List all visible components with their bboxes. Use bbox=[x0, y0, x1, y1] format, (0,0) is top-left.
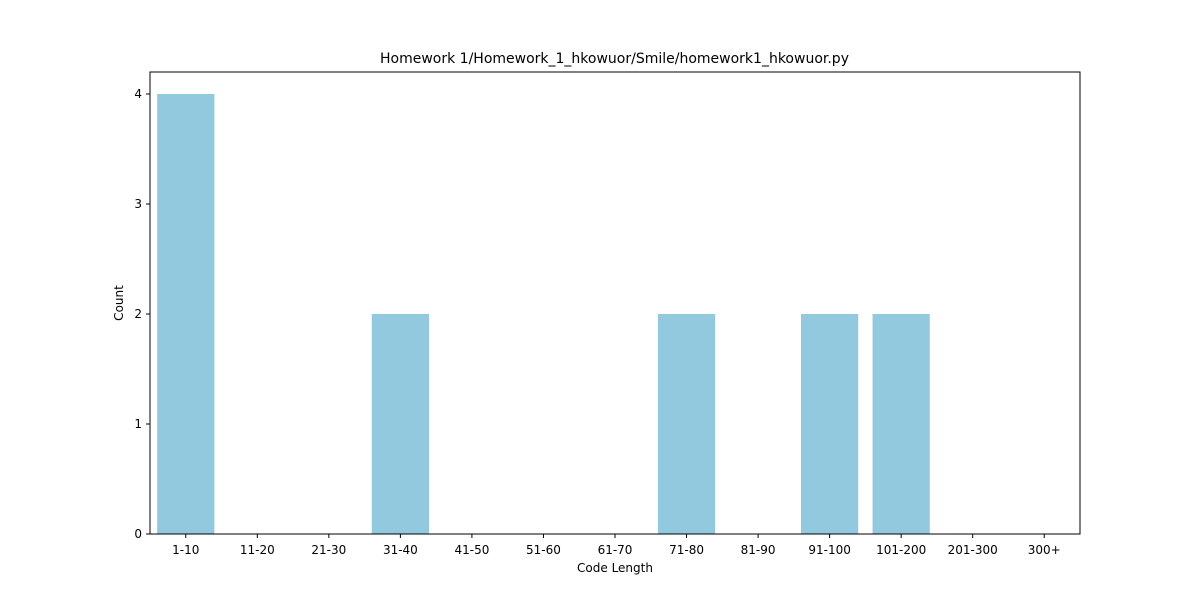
x-tick-label: 11-20 bbox=[240, 543, 275, 557]
bar-91-100 bbox=[801, 314, 859, 534]
y-tick-label: 0 bbox=[134, 527, 142, 541]
bars-layer bbox=[157, 94, 930, 534]
plot-area-frame bbox=[149, 71, 1081, 535]
x-tick-label: 61-70 bbox=[598, 543, 633, 557]
x-tick-label: 1-10 bbox=[172, 543, 199, 557]
y-tick-label: 4 bbox=[134, 87, 142, 101]
y-axis: 0 1 2 3 4 bbox=[134, 87, 150, 541]
x-tick-label: 51-60 bbox=[526, 543, 561, 557]
x-tick-label: 71-80 bbox=[669, 543, 704, 557]
y-axis-label: Count bbox=[112, 285, 126, 321]
x-tick-label: 41-50 bbox=[454, 543, 489, 557]
bar-101-200 bbox=[872, 314, 930, 534]
y-tick-label: 2 bbox=[134, 307, 142, 321]
bar-1-10 bbox=[157, 94, 215, 534]
x-tick-label: 201-300 bbox=[948, 543, 998, 557]
x-tick-label: 31-40 bbox=[383, 543, 418, 557]
y-tick-label: 3 bbox=[134, 197, 142, 211]
chart-title: Homework 1/Homework_1_hkowuor/Smile/home… bbox=[380, 51, 849, 67]
x-tick-label: 101-200 bbox=[876, 543, 926, 557]
x-tick-label: 21-30 bbox=[311, 543, 346, 557]
x-tick-label: 91-100 bbox=[808, 543, 851, 557]
y-tick-label: 1 bbox=[134, 417, 142, 431]
x-tick-label: 81-90 bbox=[741, 543, 776, 557]
x-axis: 1-10 11-20 21-30 31-40 41-50 51-60 61-70 71-80 8… bbox=[172, 534, 1061, 557]
x-axis-label: Code Length bbox=[577, 561, 653, 575]
bar-31-40 bbox=[371, 314, 429, 534]
bar-71-80 bbox=[657, 314, 716, 534]
x-tick-label: 300+ bbox=[1028, 543, 1061, 557]
